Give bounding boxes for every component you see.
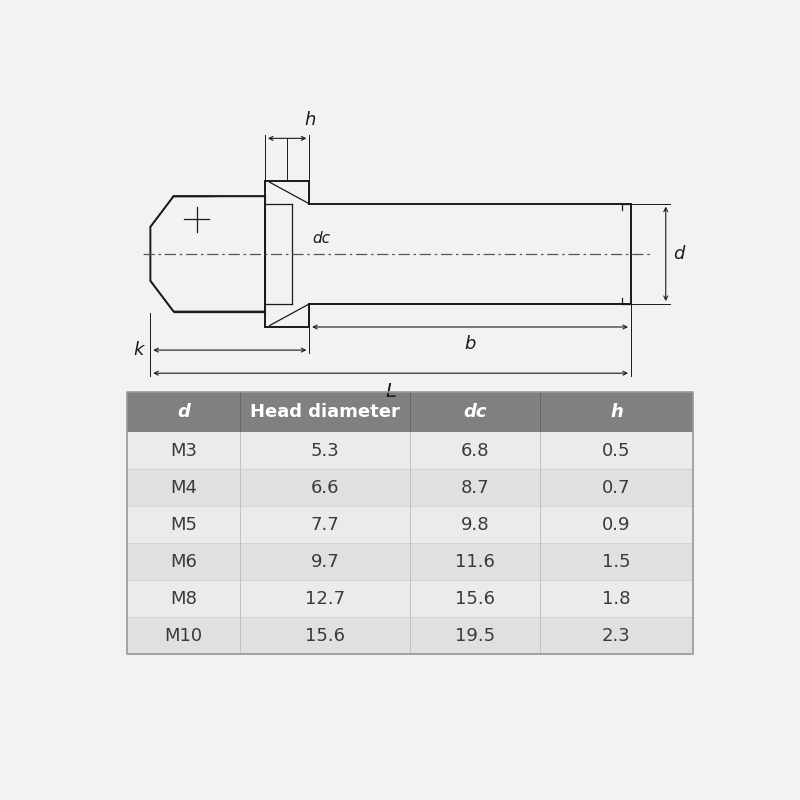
Text: M3: M3	[170, 442, 197, 460]
Text: 9.8: 9.8	[461, 516, 490, 534]
Text: k: k	[134, 341, 144, 359]
Text: M10: M10	[165, 626, 202, 645]
Text: M4: M4	[170, 479, 197, 497]
Text: d: d	[178, 403, 190, 422]
Text: 11.6: 11.6	[455, 553, 495, 571]
Text: 8.7: 8.7	[461, 479, 490, 497]
Text: 0.5: 0.5	[602, 442, 630, 460]
Text: h: h	[305, 111, 316, 129]
Bar	[127, 580, 693, 618]
Bar	[127, 470, 693, 506]
Text: 1.8: 1.8	[602, 590, 630, 608]
Bar	[127, 618, 693, 654]
Text: M5: M5	[170, 516, 197, 534]
Bar	[127, 506, 693, 543]
Text: 19.5: 19.5	[455, 626, 495, 645]
Text: dc: dc	[312, 231, 330, 246]
Text: 15.6: 15.6	[305, 626, 345, 645]
Bar	[127, 393, 693, 433]
Text: 6.6: 6.6	[311, 479, 339, 497]
Text: 5.3: 5.3	[310, 442, 339, 460]
Text: 1.5: 1.5	[602, 553, 631, 571]
Bar	[127, 543, 693, 580]
Text: 7.7: 7.7	[310, 516, 339, 534]
Bar	[127, 393, 693, 654]
Text: b: b	[464, 334, 476, 353]
Text: 15.6: 15.6	[455, 590, 495, 608]
Text: M8: M8	[170, 590, 197, 608]
Text: 6.8: 6.8	[461, 442, 490, 460]
Text: 2.3: 2.3	[602, 626, 631, 645]
Text: Head diameter: Head diameter	[250, 403, 400, 422]
Text: h: h	[610, 403, 623, 422]
Text: d: d	[674, 245, 685, 263]
Text: M6: M6	[170, 553, 197, 571]
Text: 9.7: 9.7	[310, 553, 339, 571]
Text: 0.9: 0.9	[602, 516, 630, 534]
Text: 0.7: 0.7	[602, 479, 630, 497]
Text: 12.7: 12.7	[305, 590, 346, 608]
Bar	[127, 433, 693, 470]
Text: L: L	[385, 382, 396, 402]
Text: dc: dc	[463, 403, 487, 422]
